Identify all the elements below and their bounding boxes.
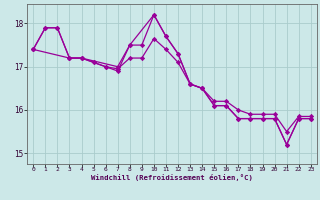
X-axis label: Windchill (Refroidissement éolien,°C): Windchill (Refroidissement éolien,°C) [91, 174, 253, 181]
